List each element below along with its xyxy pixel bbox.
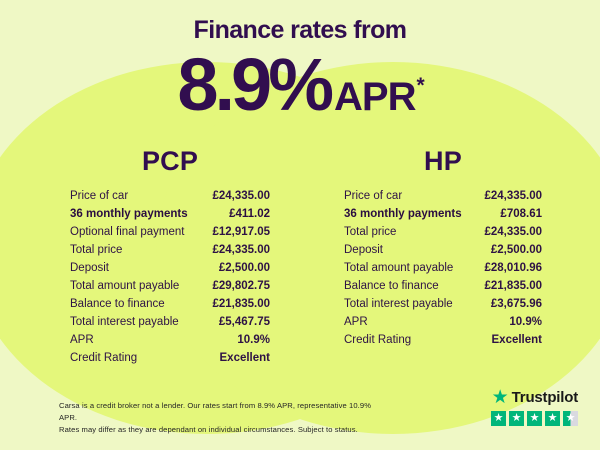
- headline-rate: 8.9% APR*: [0, 46, 600, 124]
- row-value: £24,335.00: [212, 190, 270, 202]
- row-value: £12,917.05: [212, 226, 270, 238]
- row-label: Optional final payment: [70, 226, 185, 238]
- table-row: 36 monthly payments £411.02: [70, 205, 270, 223]
- rate-value: 8.9%: [177, 43, 334, 126]
- pcp-title: PCP: [141, 146, 199, 176]
- row-value: £24,335.00: [484, 226, 542, 238]
- pcp-column: PCP Price of car £24,335.00 36 monthly pay…: [70, 146, 270, 367]
- row-label: Total amount payable: [70, 280, 180, 292]
- banner-title: Finance rates from: [193, 16, 407, 44]
- row-value: £29,802.75: [212, 280, 270, 292]
- row-label: APR: [344, 316, 368, 328]
- table-row: Deposit £2,500.00: [70, 259, 270, 277]
- row-value: £708.61: [500, 208, 542, 220]
- table-row: APR 10.9%: [70, 331, 270, 349]
- table-row: Balance to finance £21,835.00: [70, 295, 270, 313]
- row-label: Balance to finance: [344, 280, 439, 292]
- row-value: £21,835.00: [212, 298, 270, 310]
- row-value: £28,010.96: [484, 262, 542, 274]
- row-value: 10.9%: [237, 334, 270, 346]
- table-row: Credit Rating Excellent: [70, 349, 270, 367]
- star-box: ★: [509, 411, 524, 426]
- pcp-table: Price of car £24,335.00 36 monthly payment…: [70, 187, 270, 367]
- row-value: £24,335.00: [484, 190, 542, 202]
- row-value: £3,675.96: [490, 298, 542, 310]
- row-value: £2,500.00: [218, 262, 270, 274]
- star-icon: ★: [565, 412, 576, 424]
- table-row: Price of car £24,335.00: [70, 187, 270, 205]
- hp-column: HP Price of car £24,335.00 36 monthly paym…: [344, 146, 542, 349]
- hp-table: Price of car £24,335.00 36 monthly payment…: [344, 187, 542, 349]
- table-row: Credit Rating Excellent: [344, 331, 542, 349]
- table-row: APR 10.9%: [344, 313, 542, 331]
- row-label: Total interest payable: [70, 316, 179, 328]
- star-icon: ★: [547, 412, 558, 424]
- row-value: Excellent: [491, 334, 543, 346]
- disclaimer-line-2: Rates may differ as they are dependant o…: [59, 425, 358, 435]
- star-box: ★: [491, 411, 506, 426]
- background-circle-right: [156, 62, 600, 434]
- row-label: Price of car: [70, 190, 129, 202]
- disclaimer-line-1: Carsa is a credit broker not a lender. O…: [59, 401, 372, 423]
- row-label: Deposit: [70, 262, 109, 274]
- table-row: Balance to finance £21,835.00: [344, 277, 542, 295]
- row-label: 36 monthly payments: [70, 208, 188, 220]
- row-value: £2,500.00: [490, 244, 542, 256]
- star-box: ★: [527, 411, 542, 426]
- star-icon: ★: [511, 412, 522, 424]
- row-value: £21,835.00: [484, 280, 542, 292]
- row-value: 10.9%: [509, 316, 542, 328]
- apr-asterisk: *: [416, 73, 424, 97]
- star-box: ★: [545, 411, 560, 426]
- row-label: Price of car: [344, 190, 403, 202]
- disclaimer: Carsa is a credit broker not a lender. O…: [59, 400, 389, 436]
- row-value: £24,335.00: [212, 244, 270, 256]
- table-row: Total amount payable £28,010.96: [344, 259, 542, 277]
- row-label: 36 monthly payments: [344, 208, 462, 220]
- row-label: APR: [70, 334, 94, 346]
- star-box: ★: [563, 411, 578, 426]
- row-value: £411.02: [229, 208, 270, 220]
- table-row: 36 monthly payments £708.61: [344, 205, 542, 223]
- apr-text: APR: [334, 75, 416, 119]
- hp-title: HP: [424, 146, 462, 176]
- table-row: Total price £24,335.00: [70, 241, 270, 259]
- apr-label: APR*: [334, 73, 425, 120]
- row-label: Deposit: [344, 244, 383, 256]
- row-value: £5,467.75: [218, 316, 270, 328]
- trustpilot-widget: ★ Trustpilot ★ ★ ★ ★ ★: [491, 388, 578, 426]
- row-label: Total price: [344, 226, 397, 238]
- row-label: Balance to finance: [70, 298, 165, 310]
- table-row: Total price £24,335.00: [344, 223, 542, 241]
- row-label: Credit Rating: [344, 334, 412, 346]
- table-row: Deposit £2,500.00: [344, 241, 542, 259]
- row-label: Credit Rating: [70, 352, 138, 364]
- trustpilot-star-icon: ★: [491, 387, 509, 408]
- table-row: Total interest payable £3,675.96: [344, 295, 542, 313]
- row-label: Total interest payable: [344, 298, 453, 310]
- table-row: Total amount payable £29,802.75: [70, 277, 270, 295]
- table-row: Price of car £24,335.00: [344, 187, 542, 205]
- table-row: Total interest payable £5,467.75: [70, 313, 270, 331]
- trustpilot-logo: ★ Trustpilot: [491, 387, 579, 408]
- trustpilot-brand: Trustpilot: [511, 389, 579, 406]
- row-label: Total price: [70, 244, 123, 256]
- table-row: Optional final payment £12,917.05: [70, 223, 270, 241]
- row-value: Excellent: [219, 352, 271, 364]
- star-icon: ★: [529, 412, 540, 424]
- trustpilot-rating-stars: ★ ★ ★ ★ ★: [491, 411, 578, 426]
- star-icon: ★: [493, 412, 504, 424]
- row-label: Total amount payable: [344, 262, 454, 274]
